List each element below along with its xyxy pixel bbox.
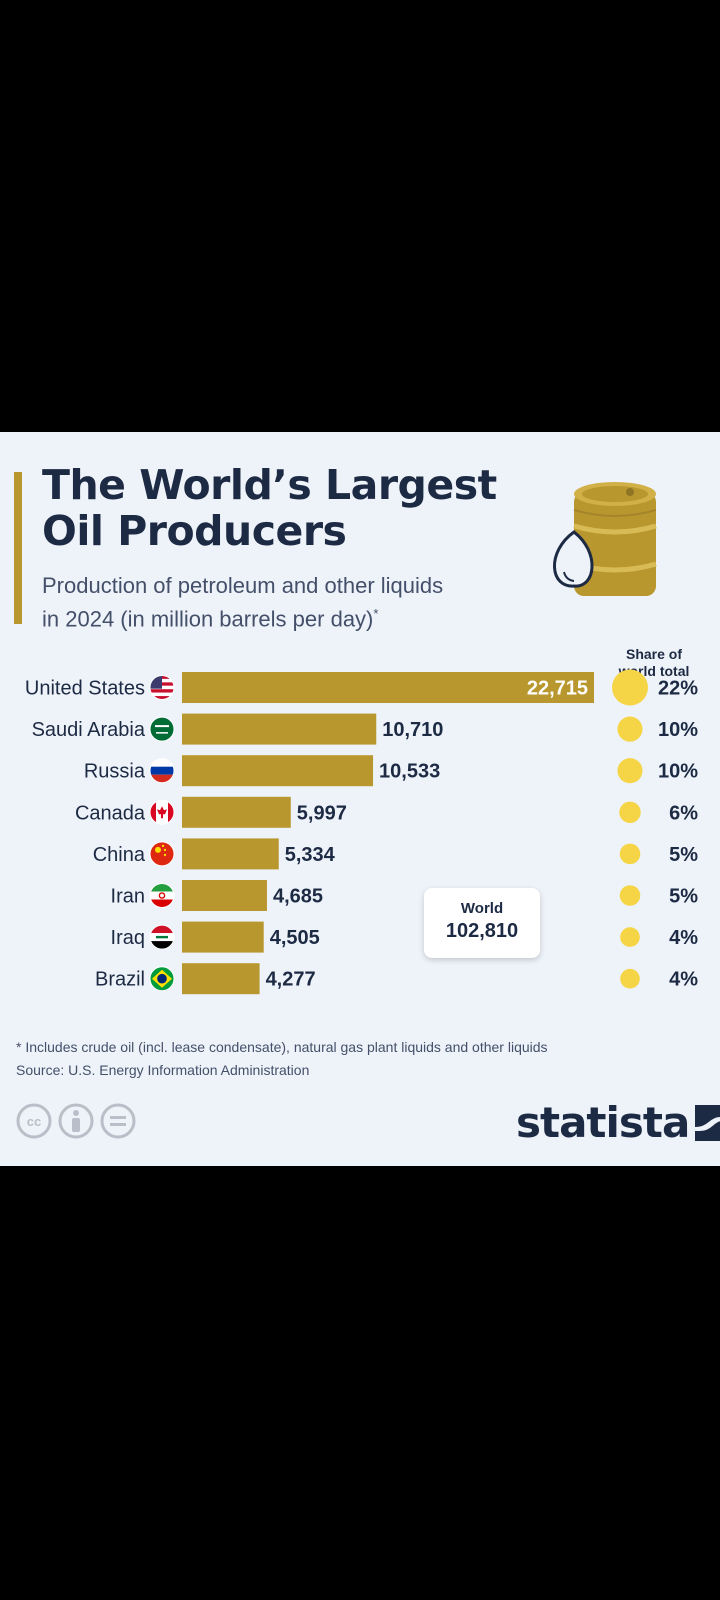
world-total-box: World 102,810: [424, 888, 540, 958]
share-dot: [617, 716, 643, 742]
share-header-line-1: Share of: [625, 646, 682, 662]
share-label: 22%: [658, 678, 698, 700]
bar: [182, 672, 594, 703]
world-total-value: 102,810: [445, 920, 519, 942]
by-attribution-icon: [58, 1103, 94, 1139]
flag-border: [149, 883, 175, 908]
share-dot: [620, 927, 640, 947]
bar: [182, 838, 279, 870]
flag-border: [149, 675, 175, 700]
title-accent-bar: [14, 472, 22, 624]
footnote-text: * Includes crude oil (incl. lease conden…: [16, 1039, 548, 1055]
subtitle-line-1: Production of petroleum and other liquid…: [42, 573, 444, 598]
bar: [182, 963, 260, 995]
brazil-flag-icon: [150, 966, 174, 991]
country-label: Iraq: [111, 927, 145, 949]
country-label: United States: [25, 678, 145, 700]
share-label: 10%: [658, 761, 698, 783]
flag-border: [149, 799, 175, 825]
value-label: 10,533: [379, 761, 440, 783]
title-line-1: The World’s Largest: [42, 461, 497, 509]
bar: [182, 921, 264, 953]
bar: [182, 713, 377, 745]
source-text: Source: U.S. Energy Information Administ…: [16, 1062, 310, 1078]
no-derivatives-icon: [100, 1103, 136, 1139]
share-label: 4%: [669, 969, 698, 991]
share-label: 4%: [669, 927, 698, 949]
page-title: The World’s Largest Oil Producers: [42, 462, 497, 554]
share-dot: [617, 758, 643, 784]
oil-barrel-icon: [553, 482, 657, 596]
subtitle-asterisk: *: [373, 606, 379, 621]
value-label: 5,997: [297, 802, 347, 824]
flag-border: [149, 966, 175, 992]
flag-border: [149, 841, 175, 867]
share-label: 6%: [669, 802, 698, 824]
china-flag-icon: [150, 841, 174, 866]
world-total-label: World: [460, 900, 504, 917]
share-label: 10%: [658, 719, 698, 741]
value-label: 4,505: [270, 927, 320, 949]
bar: [182, 755, 374, 787]
svg-text:cc: cc: [27, 1114, 41, 1129]
statista-logo-mark-icon: [695, 1104, 720, 1141]
share-dot: [612, 669, 648, 706]
value-label: 4,277: [266, 969, 316, 991]
share-dot: [619, 885, 641, 906]
value-label: 5,334: [285, 844, 336, 866]
share-label: 5%: [669, 886, 698, 908]
iraq-flag-icon: [150, 925, 174, 950]
country-label: Canada: [75, 802, 146, 824]
value-label: 10,710: [382, 719, 443, 741]
subtitle: Production of petroleum and other liquid…: [42, 572, 542, 633]
saudi-arabia-flag-icon: [150, 717, 174, 742]
statista-logo: statista: [516, 1098, 720, 1147]
infographic-card: The World’s Largest Oil Producers Produc…: [0, 432, 720, 1166]
flag-border: [149, 924, 175, 950]
country-label: Brazil: [95, 969, 145, 991]
value-label: 4,685: [273, 886, 323, 908]
share-label: 5%: [669, 844, 698, 866]
bar-chart: United States 22,715 22% Saudi Arabia 10,710…: [25, 669, 698, 995]
title-line-2: Oil Producers: [42, 507, 347, 555]
creative-commons-icons: cc: [16, 1103, 136, 1139]
footnote-block: * Includes crude oil (incl. lease conden…: [16, 1036, 548, 1082]
canada-flag-icon: [150, 800, 174, 825]
country-label: China: [93, 844, 146, 866]
share-dot: [620, 968, 640, 989]
iran-flag-icon: [150, 883, 174, 908]
brand-name: statista: [516, 1098, 690, 1147]
bar: [182, 880, 267, 911]
bar: [182, 796, 291, 828]
subtitle-line-2: in 2024 (in million barrels per day): [42, 606, 374, 632]
country-label: Saudi Arabia: [32, 719, 146, 741]
flag-border: [149, 716, 175, 742]
value-label: 22,715: [527, 678, 588, 700]
cc-icon: [16, 1103, 52, 1139]
russia-flag-icon: [150, 758, 174, 783]
country-label: Russia: [84, 761, 146, 783]
share-dot: [619, 843, 641, 865]
share-dot: [619, 801, 641, 824]
flag-border: [149, 758, 175, 784]
country-label: Iran: [111, 886, 145, 908]
